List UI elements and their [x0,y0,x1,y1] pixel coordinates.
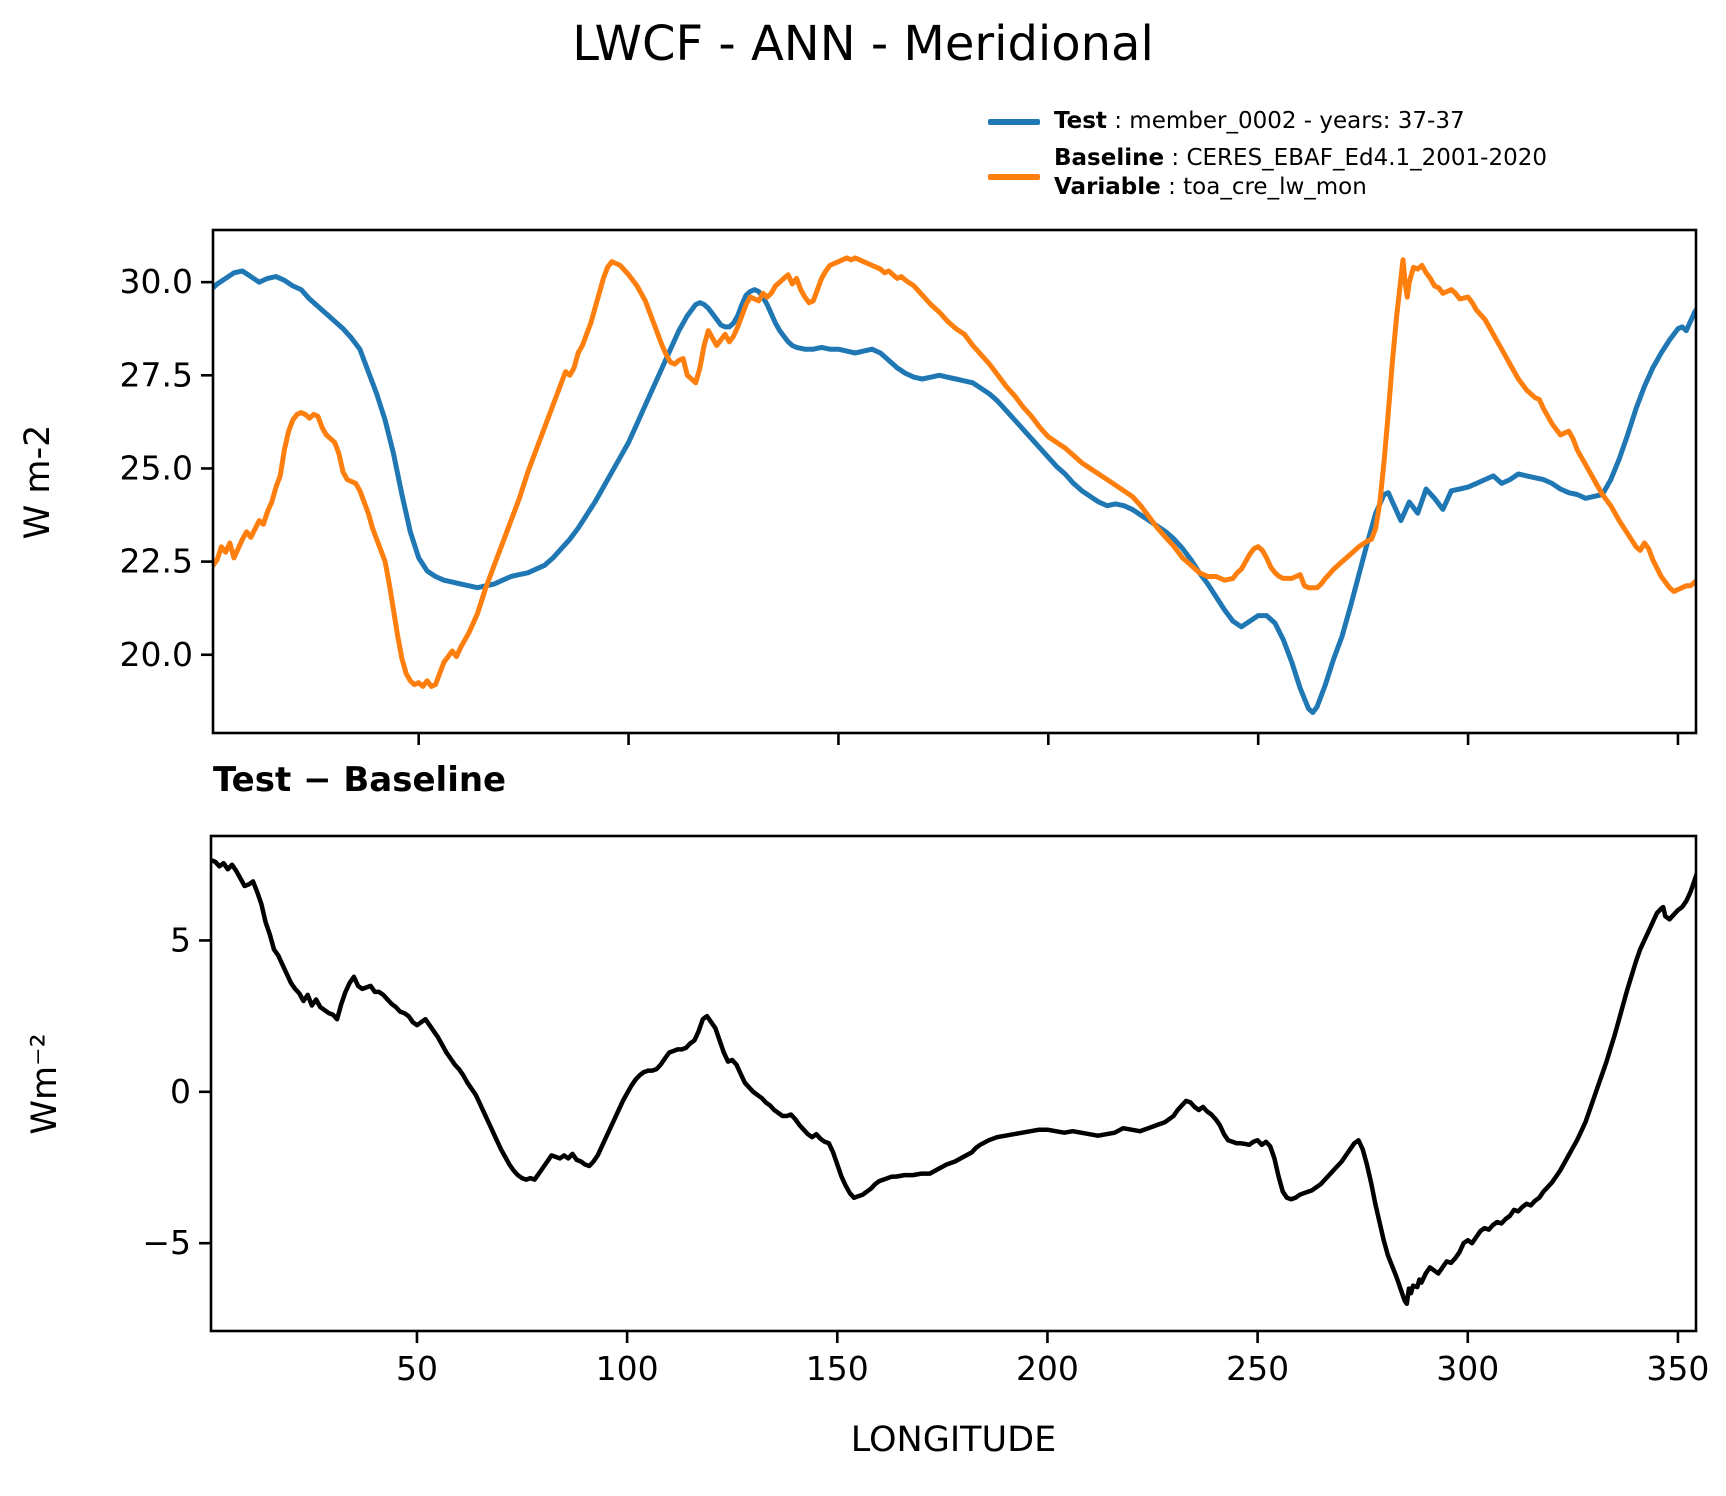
series-line-diff [211,857,1696,1307]
legend-desc-baseline: : CERES_EBAF_Ed4.1_2001-2020 [1164,145,1548,171]
y-tick-label: 0 [170,1072,191,1111]
y-tick-label: 25.0 [120,448,193,487]
legend-label-test: Test [1054,108,1107,134]
legend-desc-test: : member_0002 - years: 37-37 [1106,108,1465,134]
legend-label-baseline: Baseline [1054,145,1165,171]
legend-row-variable: Variable : toa_cre_lw_mon [1054,173,1547,202]
x-axis-label: LONGITUDE [850,1420,1057,1460]
legend-line-test [988,119,1040,125]
panel-frame-1 [209,834,1698,1333]
x-tick-label: 350 [1646,1349,1709,1388]
x-tick-label: 150 [806,1349,869,1388]
x-tick-label: 50 [396,1349,438,1388]
page-title: LWCF - ANN - Meridional [572,16,1154,72]
x-tick-label: 300 [1436,1349,1499,1388]
x-tick-label: 100 [596,1349,659,1388]
series-line-test [213,268,1696,715]
y-tick-label: 22.5 [120,542,193,581]
bottom-y-axis-label: Wm⁻² [25,1033,65,1135]
y-tick-label: 27.5 [120,355,193,394]
legend-desc-variable: : toa_cre_lw_mon [1160,174,1367,200]
diff-panel-title: Test − Baseline [213,760,507,800]
panel-frame-0 [211,228,1698,735]
x-tick-label: 250 [1226,1349,1289,1388]
y-tick-label: 20.0 [120,635,193,674]
y-tick-label: 5 [170,920,191,959]
y-tick-label: 30.0 [120,262,193,301]
x-tick-label: 200 [1016,1349,1079,1388]
legend-label-variable: Variable [1054,174,1161,200]
top-y-axis-label: W m-2 [18,424,58,540]
legend-row-baseline: Baseline : CERES_EBAF_Ed4.1_2001-2020 [1054,144,1547,173]
y-tick-label: −5 [142,1223,191,1262]
legend-entry-test: Test : member_0002 - years: 37-37 [1054,107,1465,136]
legend-line-baseline [988,174,1040,180]
series-line-baseline [213,255,1696,689]
legend-entry-baseline: Baseline : CERES_EBAF_Ed4.1_2001-2020 Va… [1054,144,1547,202]
